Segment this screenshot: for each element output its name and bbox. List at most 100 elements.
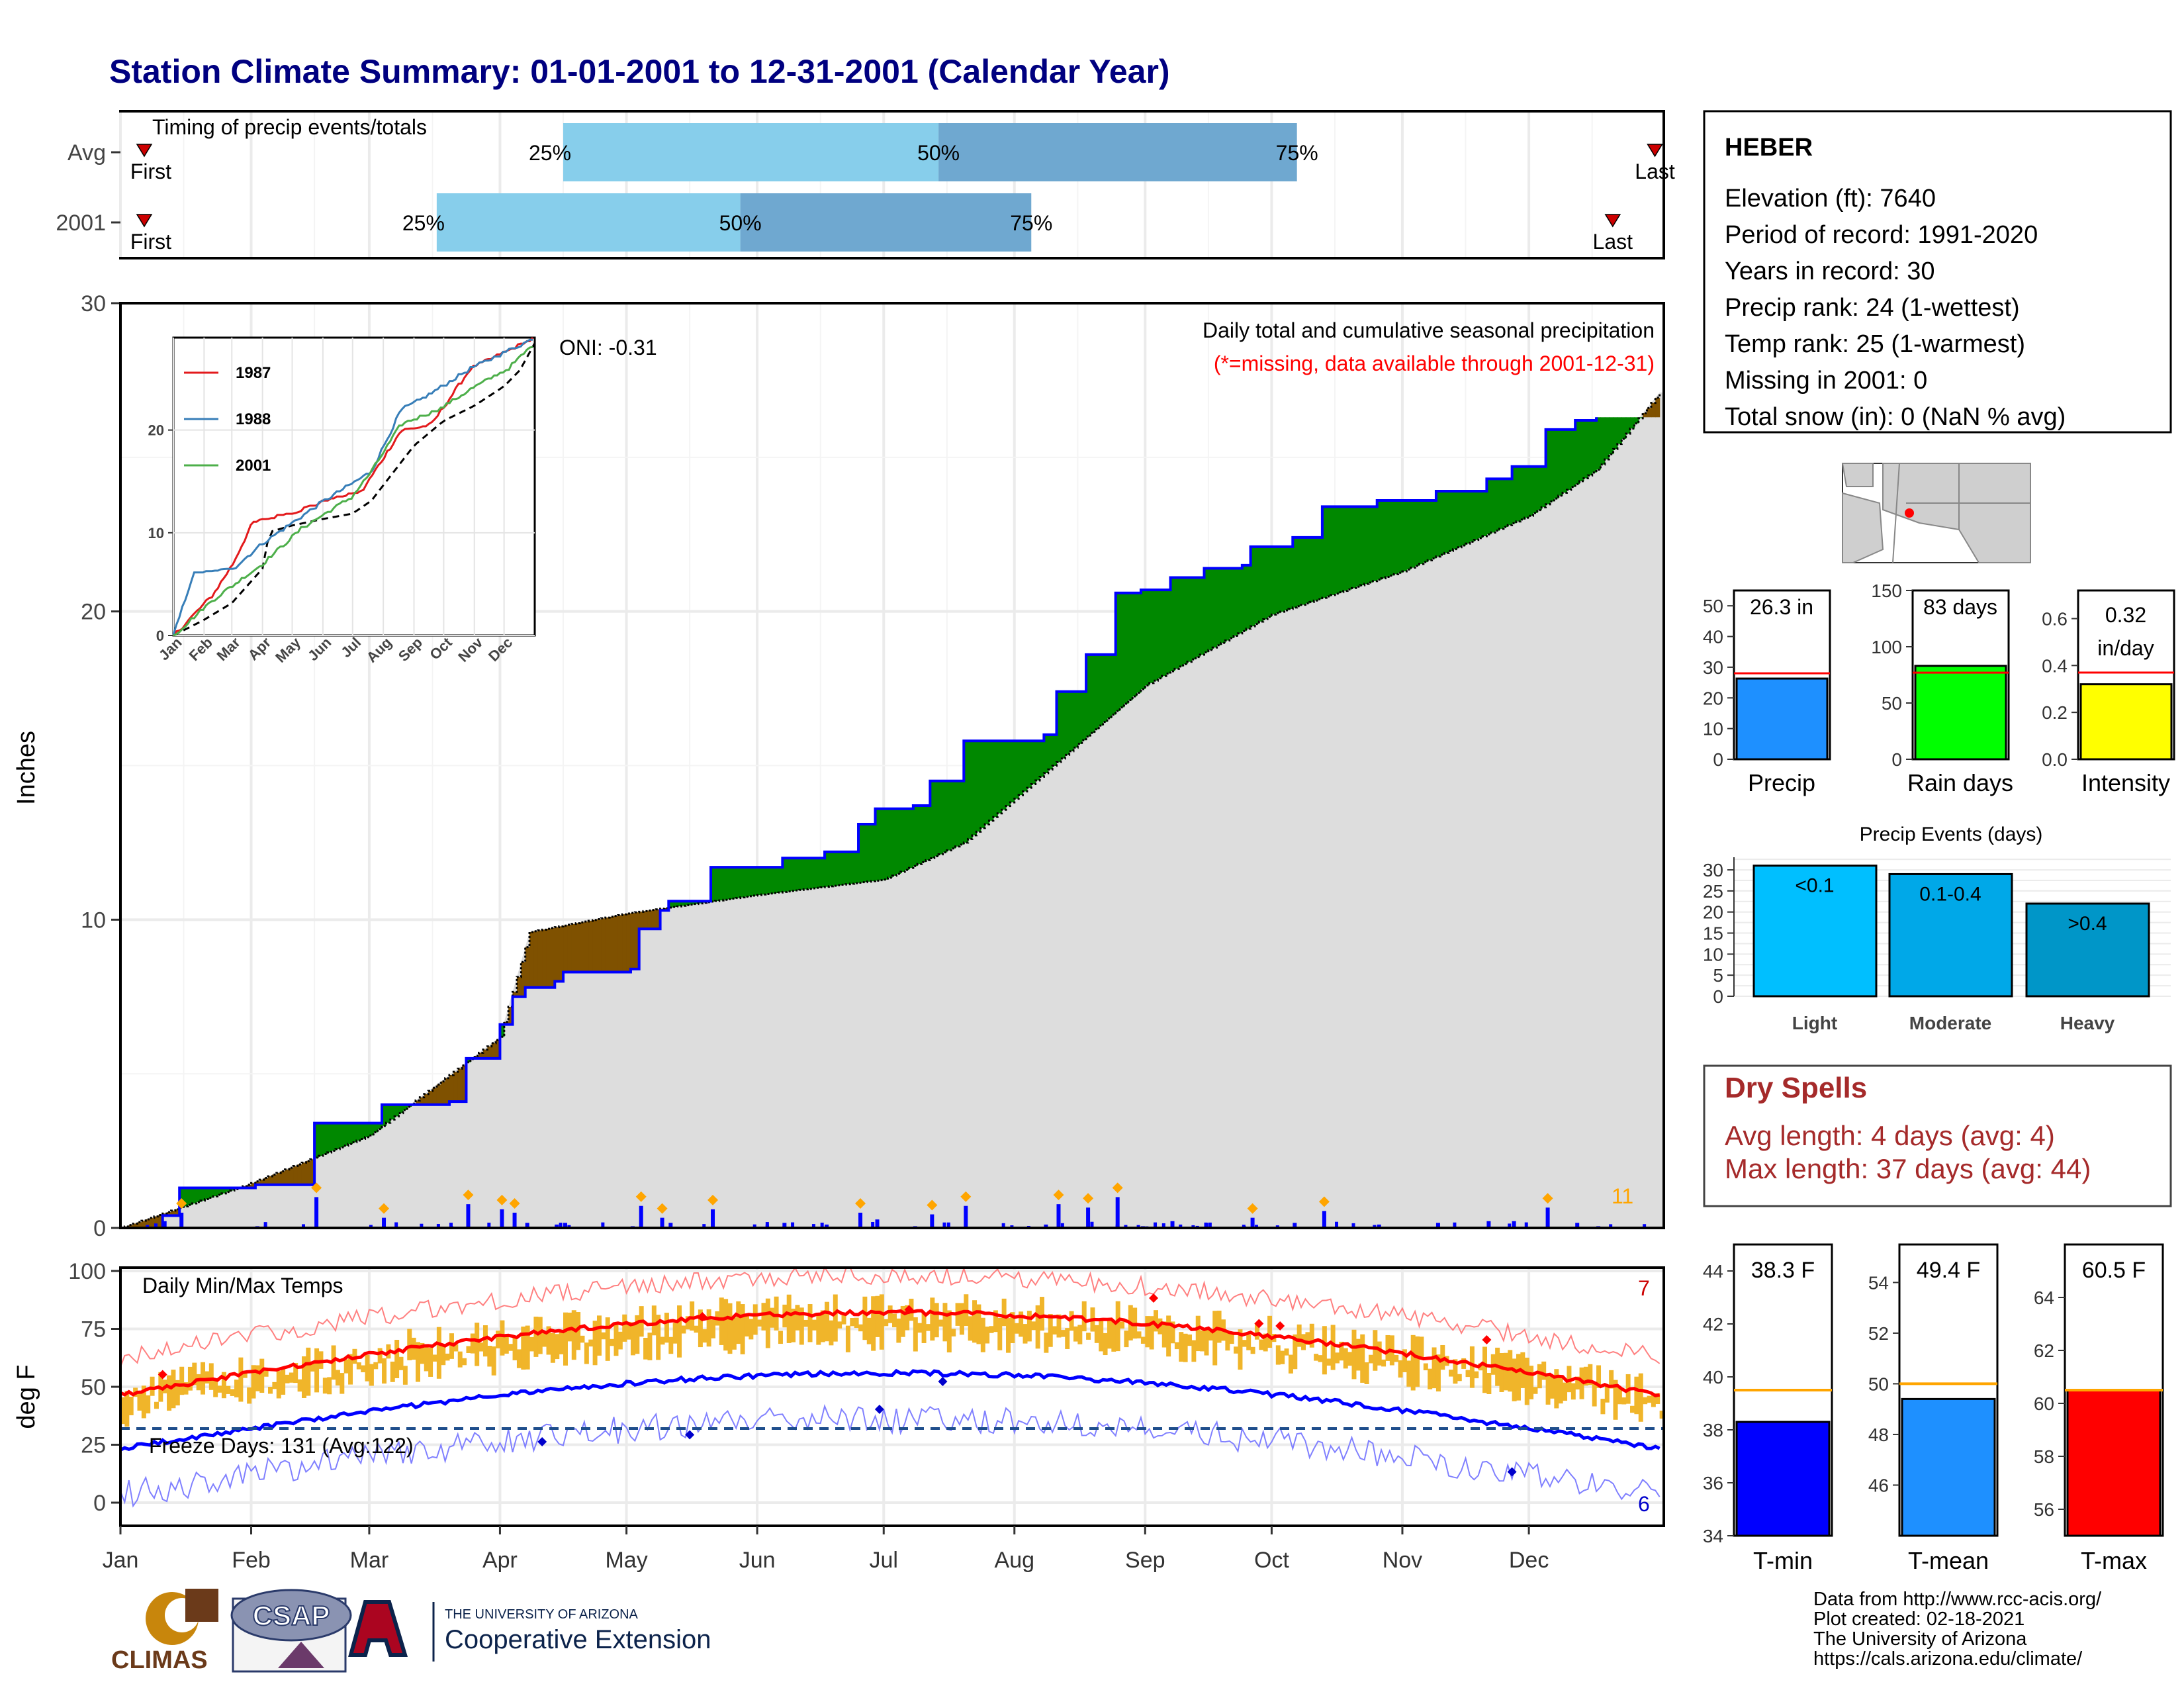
- temp-bar-y-tick-label: 64: [2034, 1288, 2054, 1308]
- daily-temp-range-bar: [968, 1316, 973, 1341]
- daily-temp-range-bar: [757, 1319, 762, 1327]
- daily-precip-bar: [1250, 1217, 1255, 1228]
- daily-temp-range-bar: [1204, 1327, 1209, 1356]
- daily-temp-range-bar: [1242, 1340, 1247, 1347]
- daily-temp-range-bar: [1267, 1315, 1273, 1348]
- ua-small-text: THE UNIVERSITY OF ARIZONA: [445, 1607, 639, 1622]
- above-normal-fill: [1026, 741, 1032, 788]
- daily-temp-range-bar: [837, 1321, 842, 1329]
- above-normal-fill: [791, 858, 796, 891]
- daily-temp-range-bar: [942, 1303, 948, 1342]
- temp-bar-value: [2066, 1389, 2161, 1537]
- below-normal-fill: [453, 1072, 459, 1102]
- daily-temp-range-bar: [306, 1347, 311, 1396]
- mini-bar-category-label: Rain days: [1907, 769, 2013, 796]
- daily-temp-range-bar: [879, 1294, 884, 1350]
- daily-precip-bar: [1254, 1225, 1258, 1228]
- daily-temp-range-bar: [445, 1353, 450, 1361]
- daily-temp-range-bar: [441, 1344, 446, 1366]
- month-tick-label: Dec: [1509, 1548, 1549, 1573]
- above-normal-fill: [343, 1123, 349, 1146]
- daily-temp-range-bar: [934, 1303, 939, 1338]
- daily-temp-range-bar: [816, 1313, 821, 1345]
- above-normal-fill: [765, 867, 770, 894]
- daily-temp-range-bar: [546, 1326, 551, 1355]
- station-location-marker: [1905, 508, 1914, 518]
- above-normal-fill: [373, 1123, 379, 1133]
- daily-temp-range-bar: [778, 1331, 783, 1344]
- daily-temp-range-bar: [921, 1313, 927, 1343]
- daily-temp-range-bar: [449, 1333, 454, 1359]
- daily-precip-bar: [487, 1223, 491, 1228]
- daily-temp-range-bar: [1355, 1338, 1361, 1371]
- precip-panel-title: Daily total and cumulative seasonal prec…: [1203, 318, 1655, 342]
- above-normal-fill: [854, 851, 859, 884]
- daily-temp-range-bar: [196, 1374, 201, 1391]
- above-normal-fill: [1318, 537, 1323, 600]
- daily-temp-range-bar: [905, 1305, 910, 1331]
- above-normal-fill: [1444, 491, 1449, 553]
- daily-temp-range-bar: [1423, 1363, 1428, 1371]
- timing-last-label: Last: [1635, 160, 1675, 183]
- above-normal-fill: [1373, 506, 1378, 581]
- above-normal-fill: [1322, 506, 1327, 598]
- above-normal-fill: [356, 1123, 361, 1141]
- above-normal-fill: [1267, 546, 1273, 617]
- daily-temp-range-bar: [1440, 1344, 1445, 1370]
- above-normal-fill: [1440, 491, 1445, 555]
- daily-temp-range-bar: [884, 1319, 889, 1327]
- above-normal-fill: [1161, 590, 1167, 677]
- inset-y-tick-label: 0: [156, 628, 164, 644]
- above-normal-fill: [685, 901, 690, 906]
- daily-temp-range-bar: [1154, 1310, 1159, 1332]
- daily-temp-range-bar: [192, 1362, 197, 1385]
- above-normal-fill: [913, 806, 918, 867]
- above-normal-fill: [1035, 741, 1040, 781]
- above-normal-fill: [1630, 417, 1635, 429]
- below-normal-fill: [576, 923, 581, 972]
- below-normal-fill: [571, 923, 576, 972]
- daily-precip-bar: [711, 1209, 715, 1228]
- daily-precip-bar: [1335, 1221, 1339, 1228]
- events-category-label: Moderate: [1909, 1013, 1991, 1033]
- above-normal-fill: [187, 1188, 193, 1205]
- daily-precip-bar: [436, 1224, 440, 1228]
- below-normal-fill: [546, 929, 551, 988]
- daily-temp-range-bar: [263, 1368, 269, 1377]
- daily-temp-range-bar: [744, 1315, 749, 1336]
- daily-temp-range-bar: [1136, 1331, 1142, 1338]
- mini-bar-value: [1914, 665, 2007, 761]
- events-bar: [1888, 872, 2013, 998]
- above-normal-fill: [1428, 500, 1433, 561]
- month-tick-label: Oct: [1254, 1548, 1289, 1573]
- above-normal-fill: [361, 1123, 366, 1139]
- daily-precip-bar: [1204, 1222, 1208, 1228]
- daily-temp-range-bar: [352, 1348, 357, 1364]
- daily-temp-range-bar: [377, 1348, 383, 1364]
- daily-temp-range-bar: [1124, 1331, 1129, 1348]
- above-normal-fill: [1086, 654, 1091, 737]
- events-title: Precip Events (days): [1860, 823, 2043, 845]
- temp-y-tick-label: 25: [81, 1433, 106, 1458]
- above-normal-fill: [1343, 506, 1348, 591]
- daily-precip-bar: [1086, 1207, 1091, 1228]
- above-normal-fill: [871, 823, 876, 882]
- daily-temp-range-bar: [1019, 1311, 1024, 1337]
- above-normal-fill: [997, 741, 1003, 814]
- month-tick-label: Nov: [1383, 1548, 1422, 1573]
- above-normal-fill: [1120, 592, 1125, 708]
- timing-bar-25-50: [436, 193, 741, 252]
- daily-temp-range-bar: [892, 1313, 897, 1328]
- above-normal-fill: [862, 823, 868, 882]
- daily-temp-range-bar: [529, 1336, 535, 1352]
- daily-temp-range-bar: [356, 1362, 361, 1370]
- daily-precip-bar: [1512, 1221, 1516, 1228]
- events-y-tick-label: 0: [1713, 986, 1723, 1007]
- below-normal-fill: [596, 919, 602, 972]
- temp-bar-y-tick-label: 36: [1703, 1473, 1723, 1493]
- below-normal-fill: [542, 929, 547, 988]
- record-low-marker: [874, 1405, 884, 1414]
- heavy-precip-marker: [927, 1199, 938, 1211]
- daily-temp-range-bar: [1056, 1314, 1062, 1338]
- daily-temp-range-bar: [183, 1382, 189, 1395]
